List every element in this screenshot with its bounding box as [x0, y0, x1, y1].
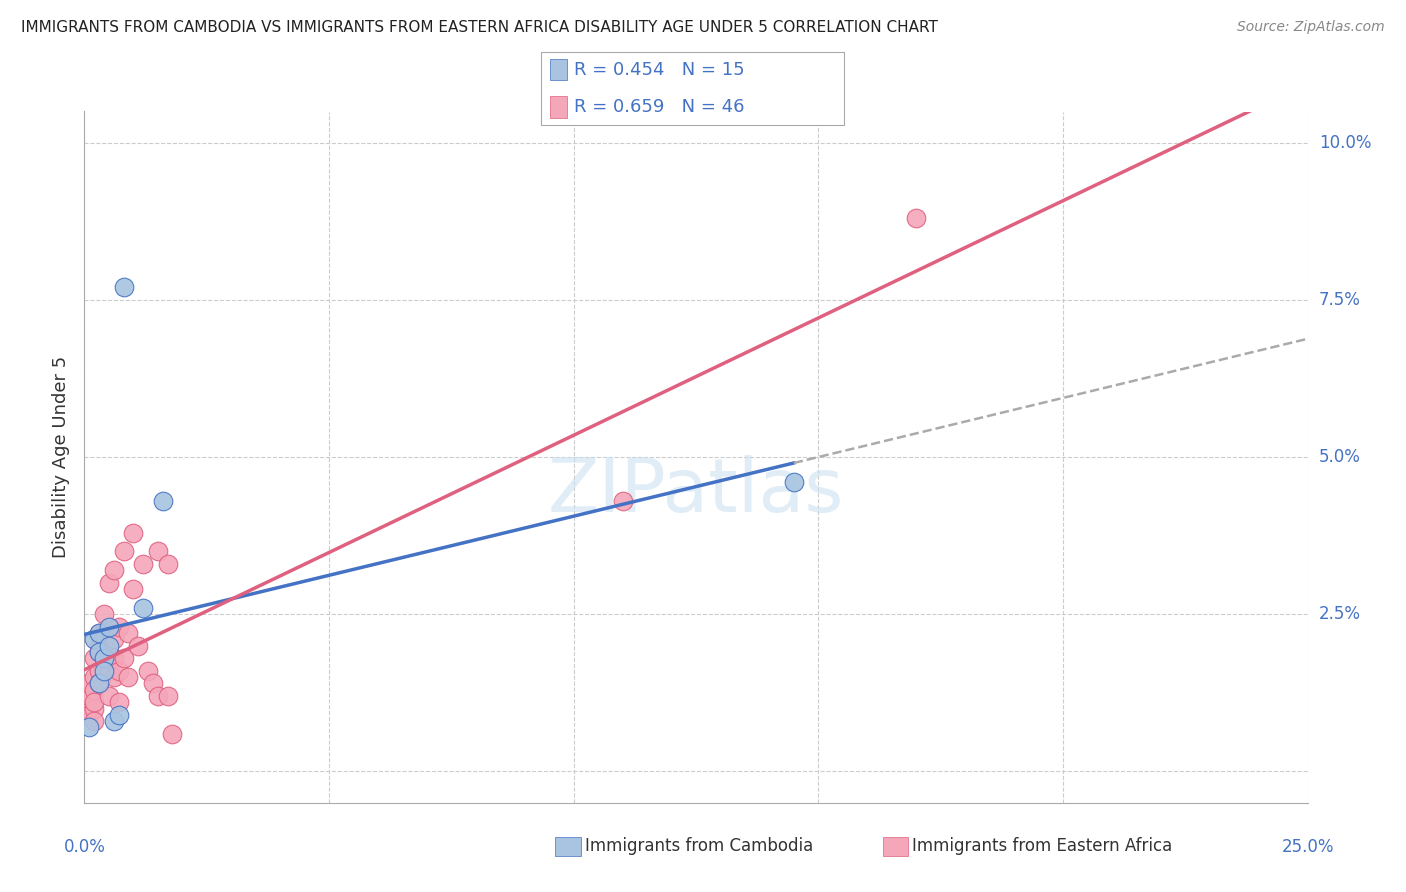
- Text: R = 0.454   N = 15: R = 0.454 N = 15: [574, 61, 744, 78]
- Text: R = 0.659   N = 46: R = 0.659 N = 46: [574, 98, 744, 116]
- Point: [112, 651, 135, 665]
- Point: [97, 645, 120, 659]
- Point: [87, 626, 110, 640]
- Point: [97, 689, 120, 703]
- Point: [146, 544, 169, 558]
- Point: [122, 582, 145, 596]
- Point: [97, 664, 120, 678]
- Point: [107, 664, 129, 678]
- Point: [83, 632, 105, 647]
- Point: [77, 689, 100, 703]
- Point: [83, 682, 105, 697]
- Point: [83, 670, 105, 684]
- Point: [77, 701, 100, 715]
- Point: [107, 707, 129, 722]
- Point: [132, 601, 155, 615]
- Point: [142, 676, 165, 690]
- Point: [152, 494, 174, 508]
- Point: [97, 620, 120, 634]
- Point: [783, 475, 806, 490]
- Point: [156, 689, 179, 703]
- Point: [127, 639, 149, 653]
- Point: [93, 651, 115, 665]
- Text: 0.0%: 0.0%: [63, 838, 105, 855]
- Point: [136, 664, 159, 678]
- Point: [87, 664, 110, 678]
- Point: [83, 651, 105, 665]
- Point: [162, 726, 184, 740]
- Text: 10.0%: 10.0%: [1319, 134, 1371, 152]
- Text: Immigrants from Eastern Africa: Immigrants from Eastern Africa: [912, 837, 1173, 855]
- Point: [93, 626, 115, 640]
- Point: [87, 676, 110, 690]
- Text: IMMIGRANTS FROM CAMBODIA VS IMMIGRANTS FROM EASTERN AFRICA DISABILITY AGE UNDER : IMMIGRANTS FROM CAMBODIA VS IMMIGRANTS F…: [21, 20, 938, 35]
- Point: [77, 676, 100, 690]
- Point: [97, 575, 120, 590]
- Point: [87, 639, 110, 653]
- Text: 5.0%: 5.0%: [1319, 448, 1361, 467]
- Point: [103, 632, 125, 647]
- Point: [83, 714, 105, 728]
- Point: [117, 626, 139, 640]
- Point: [905, 211, 928, 226]
- Text: 2.5%: 2.5%: [1319, 606, 1361, 624]
- Point: [93, 651, 115, 665]
- Point: [77, 707, 100, 722]
- Point: [87, 645, 110, 659]
- Point: [112, 280, 135, 294]
- Y-axis label: Disability Age Under 5: Disability Age Under 5: [52, 356, 70, 558]
- Point: [83, 701, 105, 715]
- Point: [103, 714, 125, 728]
- Point: [87, 645, 110, 659]
- Point: [132, 557, 155, 571]
- Point: [103, 563, 125, 577]
- Point: [93, 607, 115, 622]
- Point: [156, 557, 179, 571]
- Point: [97, 639, 120, 653]
- Point: [77, 720, 100, 734]
- Text: Source: ZipAtlas.com: Source: ZipAtlas.com: [1237, 20, 1385, 34]
- Point: [112, 544, 135, 558]
- Point: [93, 664, 115, 678]
- Point: [103, 651, 125, 665]
- Text: 25.0%: 25.0%: [1281, 838, 1334, 855]
- Point: [107, 695, 129, 709]
- Text: ZIPatlas: ZIPatlas: [548, 455, 844, 528]
- Point: [122, 525, 145, 540]
- Point: [146, 689, 169, 703]
- Point: [107, 620, 129, 634]
- Point: [87, 626, 110, 640]
- Text: 7.5%: 7.5%: [1319, 291, 1361, 309]
- Point: [87, 676, 110, 690]
- Point: [117, 670, 139, 684]
- Point: [103, 670, 125, 684]
- Text: Immigrants from Cambodia: Immigrants from Cambodia: [585, 837, 813, 855]
- Point: [83, 695, 105, 709]
- Point: [612, 494, 634, 508]
